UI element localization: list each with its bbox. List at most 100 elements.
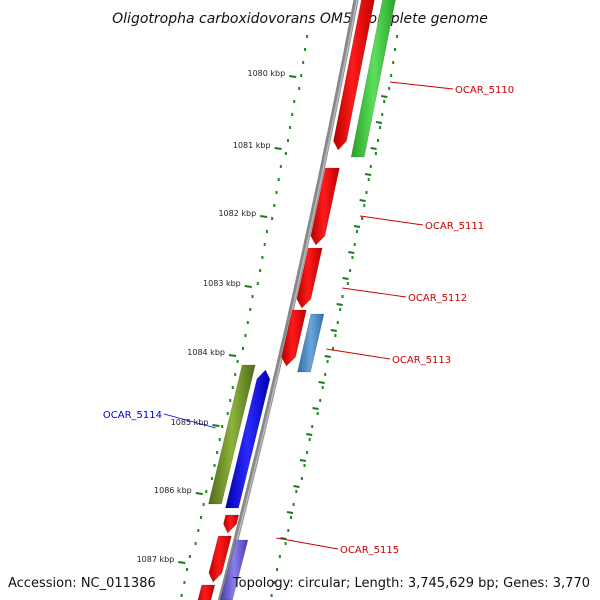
gc-dot bbox=[188, 555, 191, 558]
gc-dot bbox=[242, 347, 244, 350]
gc-dot bbox=[381, 113, 384, 116]
label-leader-line bbox=[389, 81, 454, 90]
gc-dot bbox=[383, 100, 386, 103]
gc-dot bbox=[311, 425, 314, 428]
gc-dot bbox=[394, 48, 397, 51]
gc-dot bbox=[306, 451, 309, 454]
gc-dot bbox=[349, 269, 352, 272]
minor-tick bbox=[306, 433, 313, 436]
accession-text: Accession: NC_011386 bbox=[8, 576, 156, 591]
gene-ocar-5111-arrow[interactable] bbox=[310, 167, 340, 246]
gc-dot bbox=[226, 412, 229, 415]
gc-dot bbox=[324, 373, 327, 376]
gc-dot bbox=[291, 113, 294, 116]
gc-dot bbox=[197, 529, 200, 532]
tick-mark bbox=[195, 492, 203, 495]
gc-dot bbox=[221, 425, 224, 428]
gc-dot bbox=[200, 516, 202, 519]
minor-tick bbox=[293, 485, 300, 488]
gc-dot bbox=[388, 87, 391, 90]
gene-red-small-arrow[interactable] bbox=[281, 309, 307, 367]
gene-red-bottom-arrow[interactable] bbox=[197, 584, 216, 600]
gc-dot bbox=[218, 438, 221, 441]
gc-dot bbox=[396, 35, 399, 38]
tick-label: 1087 kbp bbox=[137, 555, 175, 564]
gc-dot bbox=[341, 295, 344, 298]
gene-red-lower-arrow[interactable] bbox=[208, 535, 232, 583]
gc-dot bbox=[261, 256, 264, 259]
gc-dot bbox=[289, 126, 292, 129]
gene-green-arrow[interactable] bbox=[350, 0, 396, 158]
tick-mark bbox=[244, 285, 252, 288]
gc-dot bbox=[332, 347, 334, 350]
gene-ocar-5115-arrow[interactable] bbox=[223, 514, 240, 534]
gc-dot bbox=[308, 438, 311, 441]
gc-dot bbox=[361, 217, 364, 220]
gc-dot bbox=[392, 61, 395, 64]
gc-dot bbox=[249, 308, 252, 311]
minor-tick bbox=[286, 511, 294, 514]
gc-dot bbox=[284, 152, 287, 155]
gc-dot bbox=[277, 178, 280, 181]
gene-label-ocar-5110[interactable]: OCAR_5110 bbox=[455, 85, 514, 96]
gc-dot bbox=[287, 529, 290, 532]
scale-ticks: 1080 kbp 1081 kbp 1082 kbp 1083 kbp 1084 kbp… bbox=[137, 69, 388, 564]
gc-dot bbox=[229, 399, 232, 402]
gene-label-layer: OCAR_5110 OCAR_5111 OCAR_5112 OCAR_5113 OCAR… bbox=[103, 81, 514, 556]
minor-tick bbox=[370, 147, 377, 150]
gc-dot bbox=[287, 139, 289, 142]
gc-dot bbox=[293, 100, 296, 103]
gc-dot bbox=[251, 295, 254, 298]
gc-dot bbox=[319, 399, 322, 402]
gc-dot bbox=[300, 477, 303, 480]
gene-slate-arrow[interactable] bbox=[220, 539, 249, 600]
gc-dot bbox=[367, 178, 370, 181]
label-leader-line bbox=[163, 413, 216, 429]
minor-tick bbox=[318, 381, 325, 384]
gene-ocar-5112-arrow[interactable] bbox=[296, 247, 323, 309]
gc-dot bbox=[321, 386, 324, 389]
backbone-line bbox=[217, 0, 359, 600]
gc-dot bbox=[334, 334, 337, 337]
minor-tick bbox=[359, 199, 366, 202]
tick-label: 1084 kbp bbox=[187, 348, 225, 357]
tick-mark bbox=[212, 424, 220, 427]
gc-dot bbox=[259, 269, 262, 272]
gc-dot bbox=[339, 308, 342, 311]
gc-dot bbox=[205, 490, 208, 493]
gene-label-ocar-5115[interactable]: OCAR_5115 bbox=[340, 545, 399, 556]
gc-dot bbox=[273, 204, 276, 207]
gene-label-ocar-5114[interactable]: OCAR_5114 bbox=[103, 410, 162, 421]
gene-label-ocar-5113[interactable]: OCAR_5113 bbox=[392, 355, 451, 366]
gc-dot bbox=[292, 503, 295, 506]
gc-dot bbox=[244, 334, 247, 337]
gc-dot bbox=[379, 126, 382, 129]
gene-ocar-5113-arrow[interactable] bbox=[297, 313, 325, 373]
gc-dot bbox=[270, 594, 273, 597]
gc-dot bbox=[346, 282, 349, 285]
gc-dot bbox=[246, 321, 249, 324]
minor-tick bbox=[381, 95, 388, 98]
minor-tick bbox=[364, 173, 372, 176]
gene-label-ocar-5112[interactable]: OCAR_5112 bbox=[408, 293, 467, 304]
gc-dot bbox=[202, 503, 205, 506]
gc-dot bbox=[236, 360, 239, 363]
gene-ocar-5114-arrow[interactable] bbox=[208, 364, 256, 505]
gene-label-ocar-5111[interactable]: OCAR_5111 bbox=[425, 221, 484, 232]
gc-dot bbox=[336, 321, 339, 324]
gene-blue-arrow[interactable] bbox=[225, 369, 271, 509]
backbone-track bbox=[217, 0, 359, 600]
tick-mark bbox=[289, 75, 297, 78]
gc-dot bbox=[273, 581, 276, 584]
gene-ocar-5110-arrow[interactable] bbox=[333, 0, 376, 151]
gc-dot bbox=[300, 74, 303, 77]
gc-dot bbox=[186, 568, 189, 571]
gc-dot bbox=[326, 360, 329, 363]
gc-dot bbox=[234, 373, 237, 376]
minor-tick bbox=[312, 407, 319, 410]
label-leader-line bbox=[326, 348, 391, 360]
gc-dot bbox=[390, 74, 393, 77]
minor-tick bbox=[280, 537, 287, 540]
